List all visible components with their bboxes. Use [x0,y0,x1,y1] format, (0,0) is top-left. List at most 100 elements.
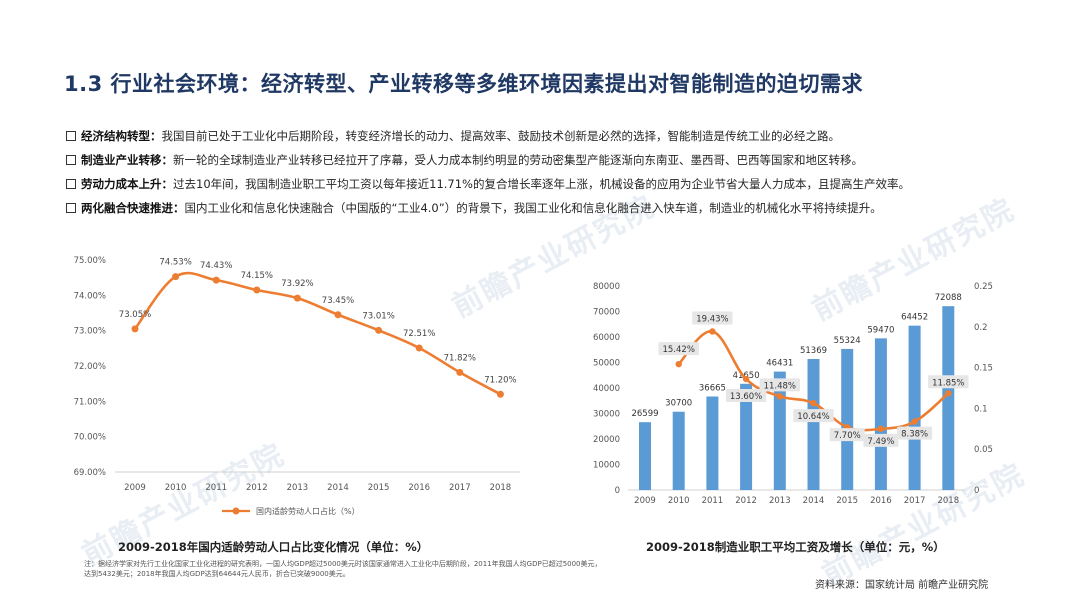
bar-value-label: 26599 [631,409,658,419]
page-title: 1.3 行业社会环境：经济转型、产业转移等多维环境因素提出对智能制造的迫切需求 [64,72,864,96]
data-point [415,344,423,352]
growth-point [911,418,918,425]
bar-value-label: 46431 [766,359,793,369]
bar-value-label: 41650 [733,371,760,381]
bullet-item: 劳动力成本上升：过去10年间，我国制造业职工平均工资以每年接近11.71%的复合… [66,174,1066,198]
growth-point [776,393,783,400]
bar [773,371,786,490]
y-left-tick-label: 10000 [593,461,620,471]
growth-label: 15.42% [662,345,694,355]
growth-label-box [863,433,899,447]
y-right-tick-label: 0.25 [974,282,993,292]
x-tick-label: 2014 [327,483,349,493]
x-tick-label: 2013 [769,496,791,506]
checkbox-square-icon [66,155,76,165]
growth-point [742,375,750,383]
y-right-tick-label: 0.05 [974,445,993,455]
data-point [293,294,301,302]
y-left-tick-label: 0 [615,486,620,496]
y-tick-label: 74.00% [74,291,106,301]
bar [874,338,887,490]
bar-value-label: 59470 [867,325,894,335]
data-label: 74.53% [159,258,191,268]
y-tick-label: 69.00% [74,468,106,478]
right-chart-caption: 2009-2018制造业职工平均工资及增长（单位：元，%） [646,540,945,554]
growth-label: 10.64% [797,412,829,422]
footnote: 注：据经济学家对先行工业化国家工业化进程的研究表明，一国人均GDP超过5000美… [84,560,602,578]
legend-label: 国内适龄劳动人口占比（%） [256,506,360,516]
x-tick-label: 2010 [165,483,187,493]
bullet-item: 两化融合快速推进：国内工业化和信息化快速融合（中国版的“工业4.0”）的背景下，… [66,198,1066,222]
growth-label-box [793,409,834,423]
x-tick-label: 2015 [368,483,390,493]
data-point [172,273,180,281]
growth-label-box [759,378,800,392]
bullet-text: 我国目前已处于工业化中后期阶段，转变经济增长的动力、提高效率、鼓励技术创新是必然… [161,129,841,143]
bullet-key: 制造业产业转移： [81,153,173,167]
bar [807,359,820,490]
x-tick-label: 2017 [449,483,471,493]
bar-value-label: 55324 [834,336,861,346]
growth-label: 19.43% [696,314,728,324]
growth-point [877,425,885,433]
x-tick-label: 2011 [205,483,227,493]
bar [706,396,719,490]
y-left-tick-label: 60000 [593,333,620,343]
growth-point [709,328,716,335]
y-tick-label: 75.00% [74,256,106,266]
bullet-text: 新一轮的全球制造业产业转移已经拉开了序幕，受人力成本制约明显的劳动密集型产能逐渐… [173,153,863,167]
bar [908,325,921,490]
bar-value-label: 51369 [800,346,827,356]
bar [841,348,854,490]
bullet-list: 经济结构转型：我国目前已处于工业化中后期阶段，转变经济增长的动力、提高效率、鼓励… [66,126,1066,222]
growth-label: 7.49% [867,437,894,447]
y-left-tick-label: 80000 [593,282,620,292]
data-label: 71.20% [484,375,516,385]
y-tick-label: 70.00% [74,433,106,443]
data-point [212,276,220,284]
source-credit: 资料来源：国家统计局 前瞻产业研究院 [815,580,989,591]
bar [672,411,685,490]
growth-point [675,360,682,368]
data-label: 73.45% [322,296,354,306]
x-tick-label: 2013 [287,483,309,493]
bar [942,306,955,490]
data-label: 73.01% [362,311,394,321]
data-point [131,325,139,333]
data-point [496,390,504,398]
x-tick-label: 2016 [408,483,430,493]
x-tick-label: 2015 [836,496,858,506]
growth-label: 11.85% [932,378,964,388]
data-point [253,286,261,294]
bar-value-label: 72088 [935,293,962,303]
x-tick-label: 2012 [735,496,757,506]
checkbox-square-icon [66,131,76,141]
bar [740,383,753,490]
bar-value-label: 30700 [665,399,692,409]
growth-label-box [658,342,699,356]
data-point [375,326,383,334]
data-point [456,368,464,376]
growth-label-box [692,311,733,325]
x-tick-label: 2012 [246,483,268,493]
growth-label-box [897,426,933,440]
growth-label-box [725,389,767,403]
y-left-tick-label: 40000 [593,384,620,394]
bullet-item: 制造业产业转移：新一轮的全球制造业产业转移已经拉开了序幕，受人力成本制约明显的劳… [66,150,1066,174]
checkbox-square-icon [66,179,76,189]
y-right-tick-label: 0.2 [974,323,988,333]
x-tick-label: 2018 [490,483,512,493]
bullet-text: 国内工业化和信息化快速融合（中国版的“工业4.0”）的背景下，我国工业化和信息化… [184,201,882,215]
bullet-item: 经济结构转型：我国目前已处于工业化中后期阶段，转变经济增长的动力、提高效率、鼓励… [66,126,1066,150]
left-chart-caption: 2009-2018年国内适龄劳动人口占比变化情况（单位：%） [118,540,429,554]
x-tick-label: 2014 [803,496,825,506]
bullet-key: 两化融合快速推进： [81,201,185,215]
growth-point [810,399,817,407]
bullet-key: 劳动力成本上升： [81,177,173,191]
x-tick-label: 2009 [634,496,656,506]
data-label: 74.15% [241,271,273,281]
data-point [334,311,342,319]
y-left-tick-label: 50000 [593,359,620,369]
bar-value-label: 64452 [901,313,928,323]
